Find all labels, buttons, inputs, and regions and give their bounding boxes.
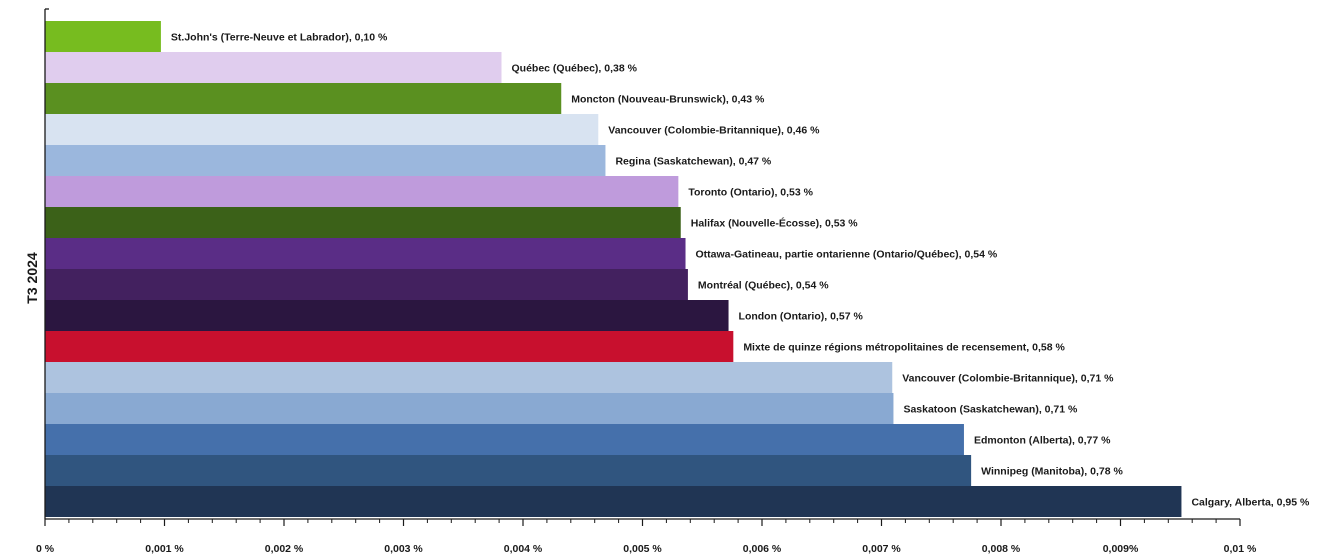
x-tick-label: 0,003 % (384, 543, 423, 555)
bar-data-label: Montréal (Québec), 0,54 % (698, 280, 829, 292)
bar-labels-layer: St.John's (Terre-Neuve et Labrador), 0,1… (171, 32, 1310, 509)
bar-data-label: Edmonton (Alberta), 0,77 % (974, 435, 1111, 447)
bar-data-label: Vancouver (Colombie-Britannique), 0,71 % (902, 373, 1114, 385)
bar (45, 176, 679, 207)
x-tick-label: 0,008 % (982, 543, 1021, 555)
bar (45, 52, 502, 83)
bar (45, 83, 562, 114)
bar (45, 238, 686, 269)
bar (45, 362, 893, 393)
bar (45, 300, 729, 331)
bar-data-label: Vancouver (Colombie-Britannique), 0,46 % (608, 125, 820, 137)
bar (45, 331, 734, 362)
bar (45, 145, 606, 176)
x-tick-label: 0,007 % (862, 543, 901, 555)
bar-data-label: St.John's (Terre-Neuve et Labrador), 0,1… (171, 32, 388, 44)
bar-data-label: Saskatoon (Saskatchewan), 0,71 % (903, 404, 1078, 416)
bar (45, 393, 894, 424)
bar-data-label: Québec (Québec), 0,38 % (511, 63, 637, 75)
bar-data-label: Ottawa-Gatineau, partie ontarienne (Onta… (696, 249, 998, 261)
bar (45, 21, 161, 52)
axes-layer: 0 % 0,001 % 0,002 % 0,003 % 0,004 % 0,005 % 0,… (36, 8, 1257, 555)
x-tick-label: 0,002 % (265, 543, 304, 555)
bar-data-label: Moncton (Nouveau-Brunswick), 0,43 % (571, 94, 765, 106)
x-tick-label: 0,006 % (743, 543, 782, 555)
bar (45, 114, 599, 145)
x-tick-label: 0,001 % (145, 543, 184, 555)
bars-layer (45, 21, 1182, 517)
bar (45, 486, 1182, 517)
bar (45, 207, 681, 238)
bar (45, 455, 972, 486)
x-tick-label: 0,004 % (504, 543, 543, 555)
x-tick-label: 0,009% (1103, 543, 1139, 555)
bar-data-label: London (Ontario), 0,57 % (739, 311, 864, 323)
x-tick-label: 0 % (36, 543, 55, 555)
x-tick-label: 0,005 % (623, 543, 662, 555)
bar-data-label: Toronto (Ontario), 0,53 % (688, 187, 813, 199)
bar (45, 269, 688, 300)
bar-data-label: Halifax (Nouvelle-Écosse), 0,53 % (691, 217, 859, 230)
bar (45, 424, 964, 455)
x-tick-label: 0,01 % (1224, 543, 1257, 555)
bar-data-label: Regina (Saskatchewan), 0,47 % (615, 156, 771, 168)
y-axis-title: T3 2024 (24, 252, 40, 304)
bar-data-label: Calgary, Alberta, 0,95 % (1191, 497, 1310, 509)
bar-data-label: Mixte de quinze régions métropolitaines … (743, 342, 1065, 354)
bar-data-label: Winnipeg (Manitoba), 0,78 % (981, 466, 1123, 478)
